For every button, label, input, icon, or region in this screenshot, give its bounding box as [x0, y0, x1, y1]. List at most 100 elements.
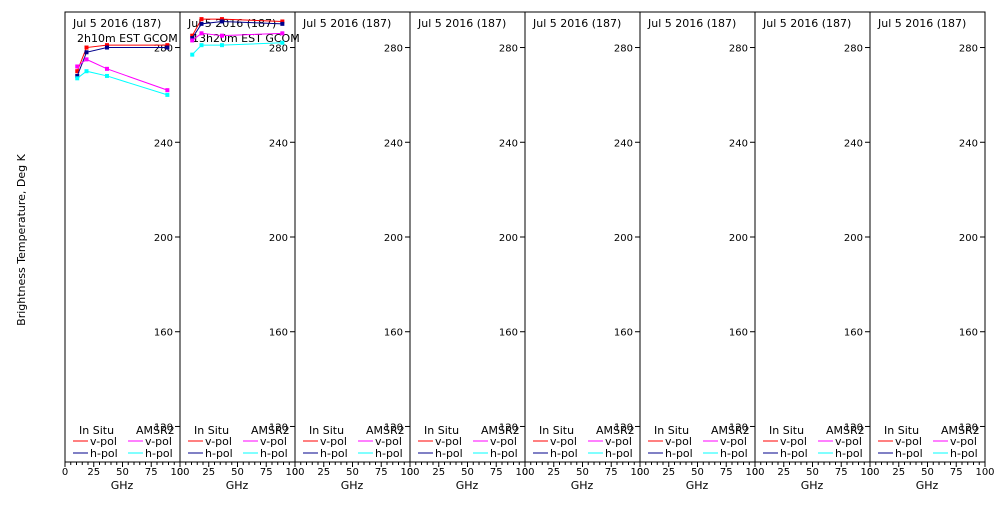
y-tick-label: 280: [384, 44, 403, 55]
x-tick-label: 75: [835, 467, 848, 478]
x-axis-label: GHz: [916, 479, 939, 492]
y-tick-label: 240: [384, 138, 403, 149]
x-tick-label: 75: [605, 467, 618, 478]
legend-amsr2-vpol: v-pol: [260, 435, 287, 448]
y-tick-label: 240: [269, 138, 288, 149]
legend-amsr2-header: AMSR2: [826, 424, 865, 437]
x-tick-label: 0: [292, 467, 298, 478]
data-point-insitu_v: [104, 43, 109, 48]
y-tick-label: 280: [729, 44, 748, 55]
x-tick-label: 25: [202, 467, 215, 478]
y-tick-label: 280: [959, 44, 978, 55]
x-tick-label: 75: [375, 467, 388, 478]
x-tick-label: 0: [867, 467, 873, 478]
x-tick-label: 50: [346, 467, 359, 478]
x-tick-label: 25: [892, 467, 905, 478]
y-tick-label: 120: [729, 422, 748, 433]
panel-1: Jul 5 2016 (187) 2h10m EST GCOM 120 160 200 2…: [62, 11, 190, 492]
x-axis-label: GHz: [801, 479, 824, 492]
legend-amsr2-hpol: h-pol: [605, 447, 633, 460]
data-point-insitu_h: [165, 45, 170, 50]
x-tick-label: 100: [745, 467, 764, 478]
data-point-amsr2_h: [190, 52, 195, 57]
x-tick-label: 25: [777, 467, 790, 478]
y-tick-label: 120: [614, 422, 633, 433]
y-tick-label: 200: [499, 233, 518, 244]
legend-amsr2-hpol: h-pol: [490, 447, 518, 460]
series-line-amsr2_v: [191, 32, 283, 41]
data-point-insitu_v: [219, 17, 224, 22]
legend-amsr2-hpol: h-pol: [375, 447, 403, 460]
legend-insitu-header: In Situ: [194, 424, 229, 437]
panel-5: Jul 5 2016 (187) 120 160 200 240 280 0 25 50 75 10…: [522, 11, 650, 492]
panel-date-label: Jul 5 2016 (187): [762, 17, 851, 30]
legend-insitu-hpol: h-pol: [550, 447, 578, 460]
data-point-insitu_v: [280, 19, 285, 24]
panel-3: Jul 5 2016 (187) 120 160 200 240 280 0 25 50 75 10…: [292, 11, 420, 492]
y-tick-label: 240: [959, 138, 978, 149]
panel-date-label: Jul 5 2016 (187): [417, 17, 506, 30]
legend-insitu-header: In Situ: [79, 424, 114, 437]
legend-insitu-vpol: v-pol: [205, 435, 232, 448]
x-tick-label: 50: [231, 467, 244, 478]
y-tick-label: 200: [154, 233, 173, 244]
series-line-insitu_v: [76, 44, 168, 72]
y-tick-label: 240: [154, 138, 173, 149]
data-point-insitu_h: [75, 73, 80, 78]
data-point-amsr2_h: [199, 43, 204, 48]
x-tick-label: 0: [752, 467, 758, 478]
panel-date-label: Jul 5 2016 (187): [532, 17, 621, 30]
y-tick-label: 160: [614, 328, 633, 339]
data-point-amsr2_h: [75, 76, 80, 81]
data-point-amsr2_h: [280, 40, 285, 45]
legend-amsr2-header: AMSR2: [481, 424, 520, 437]
data-point-amsr2_v: [165, 88, 170, 93]
data-point-amsr2_v: [199, 31, 204, 36]
x-tick-label: 25: [87, 467, 100, 478]
data-point-insitu_v: [190, 33, 195, 38]
legend-amsr2-header: AMSR2: [251, 424, 290, 437]
legend-insitu-header: In Situ: [309, 424, 344, 437]
y-tick-label: 160: [384, 328, 403, 339]
panel-date-label: Jul 5 2016 (187): [72, 17, 161, 30]
legend-amsr2-hpol: h-pol: [145, 447, 173, 460]
x-tick-label: 100: [285, 467, 304, 478]
legend-amsr2-vpol: v-pol: [145, 435, 172, 448]
legend-amsr2-header: AMSR2: [711, 424, 750, 437]
x-tick-label: 75: [145, 467, 158, 478]
data-point-amsr2_h: [84, 69, 89, 74]
panel-date-label: Jul 5 2016 (187): [877, 17, 966, 30]
data-point-amsr2_v: [104, 66, 109, 71]
data-point-insitu_h: [190, 36, 195, 41]
y-tick-label: 120: [499, 422, 518, 433]
y-tick-label: 120: [154, 422, 173, 433]
x-tick-label: 75: [490, 467, 503, 478]
x-tick-label: 25: [317, 467, 330, 478]
legend-insitu-vpol: v-pol: [90, 435, 117, 448]
legend-insitu-header: In Situ: [654, 424, 689, 437]
y-axis-label: Brightness Temperature, Deg K: [15, 153, 28, 325]
x-tick-label: 0: [637, 467, 643, 478]
legend-insitu-header: In Situ: [539, 424, 574, 437]
data-point-amsr2_h: [219, 43, 224, 48]
x-tick-label: 50: [576, 467, 589, 478]
x-tick-label: 0: [522, 467, 528, 478]
legend-amsr2-vpol: v-pol: [720, 435, 747, 448]
legend-insitu-header: In Situ: [769, 424, 804, 437]
x-tick-label: 75: [720, 467, 733, 478]
y-tick-label: 160: [729, 328, 748, 339]
x-axis-label: GHz: [456, 479, 479, 492]
y-tick-label: 160: [499, 328, 518, 339]
legend-insitu-hpol: h-pol: [205, 447, 233, 460]
legend-amsr2-hpol: h-pol: [950, 447, 978, 460]
legend-insitu-vpol: v-pol: [895, 435, 922, 448]
y-tick-label: 280: [614, 44, 633, 55]
y-tick-label: 120: [959, 422, 978, 433]
x-axis-label: GHz: [686, 479, 709, 492]
data-point-insitu_v: [84, 45, 89, 50]
x-tick-label: 100: [860, 467, 879, 478]
legend-amsr2-header: AMSR2: [596, 424, 635, 437]
data-point-amsr2_v: [84, 57, 89, 62]
legend-amsr2-header: AMSR2: [136, 424, 175, 437]
